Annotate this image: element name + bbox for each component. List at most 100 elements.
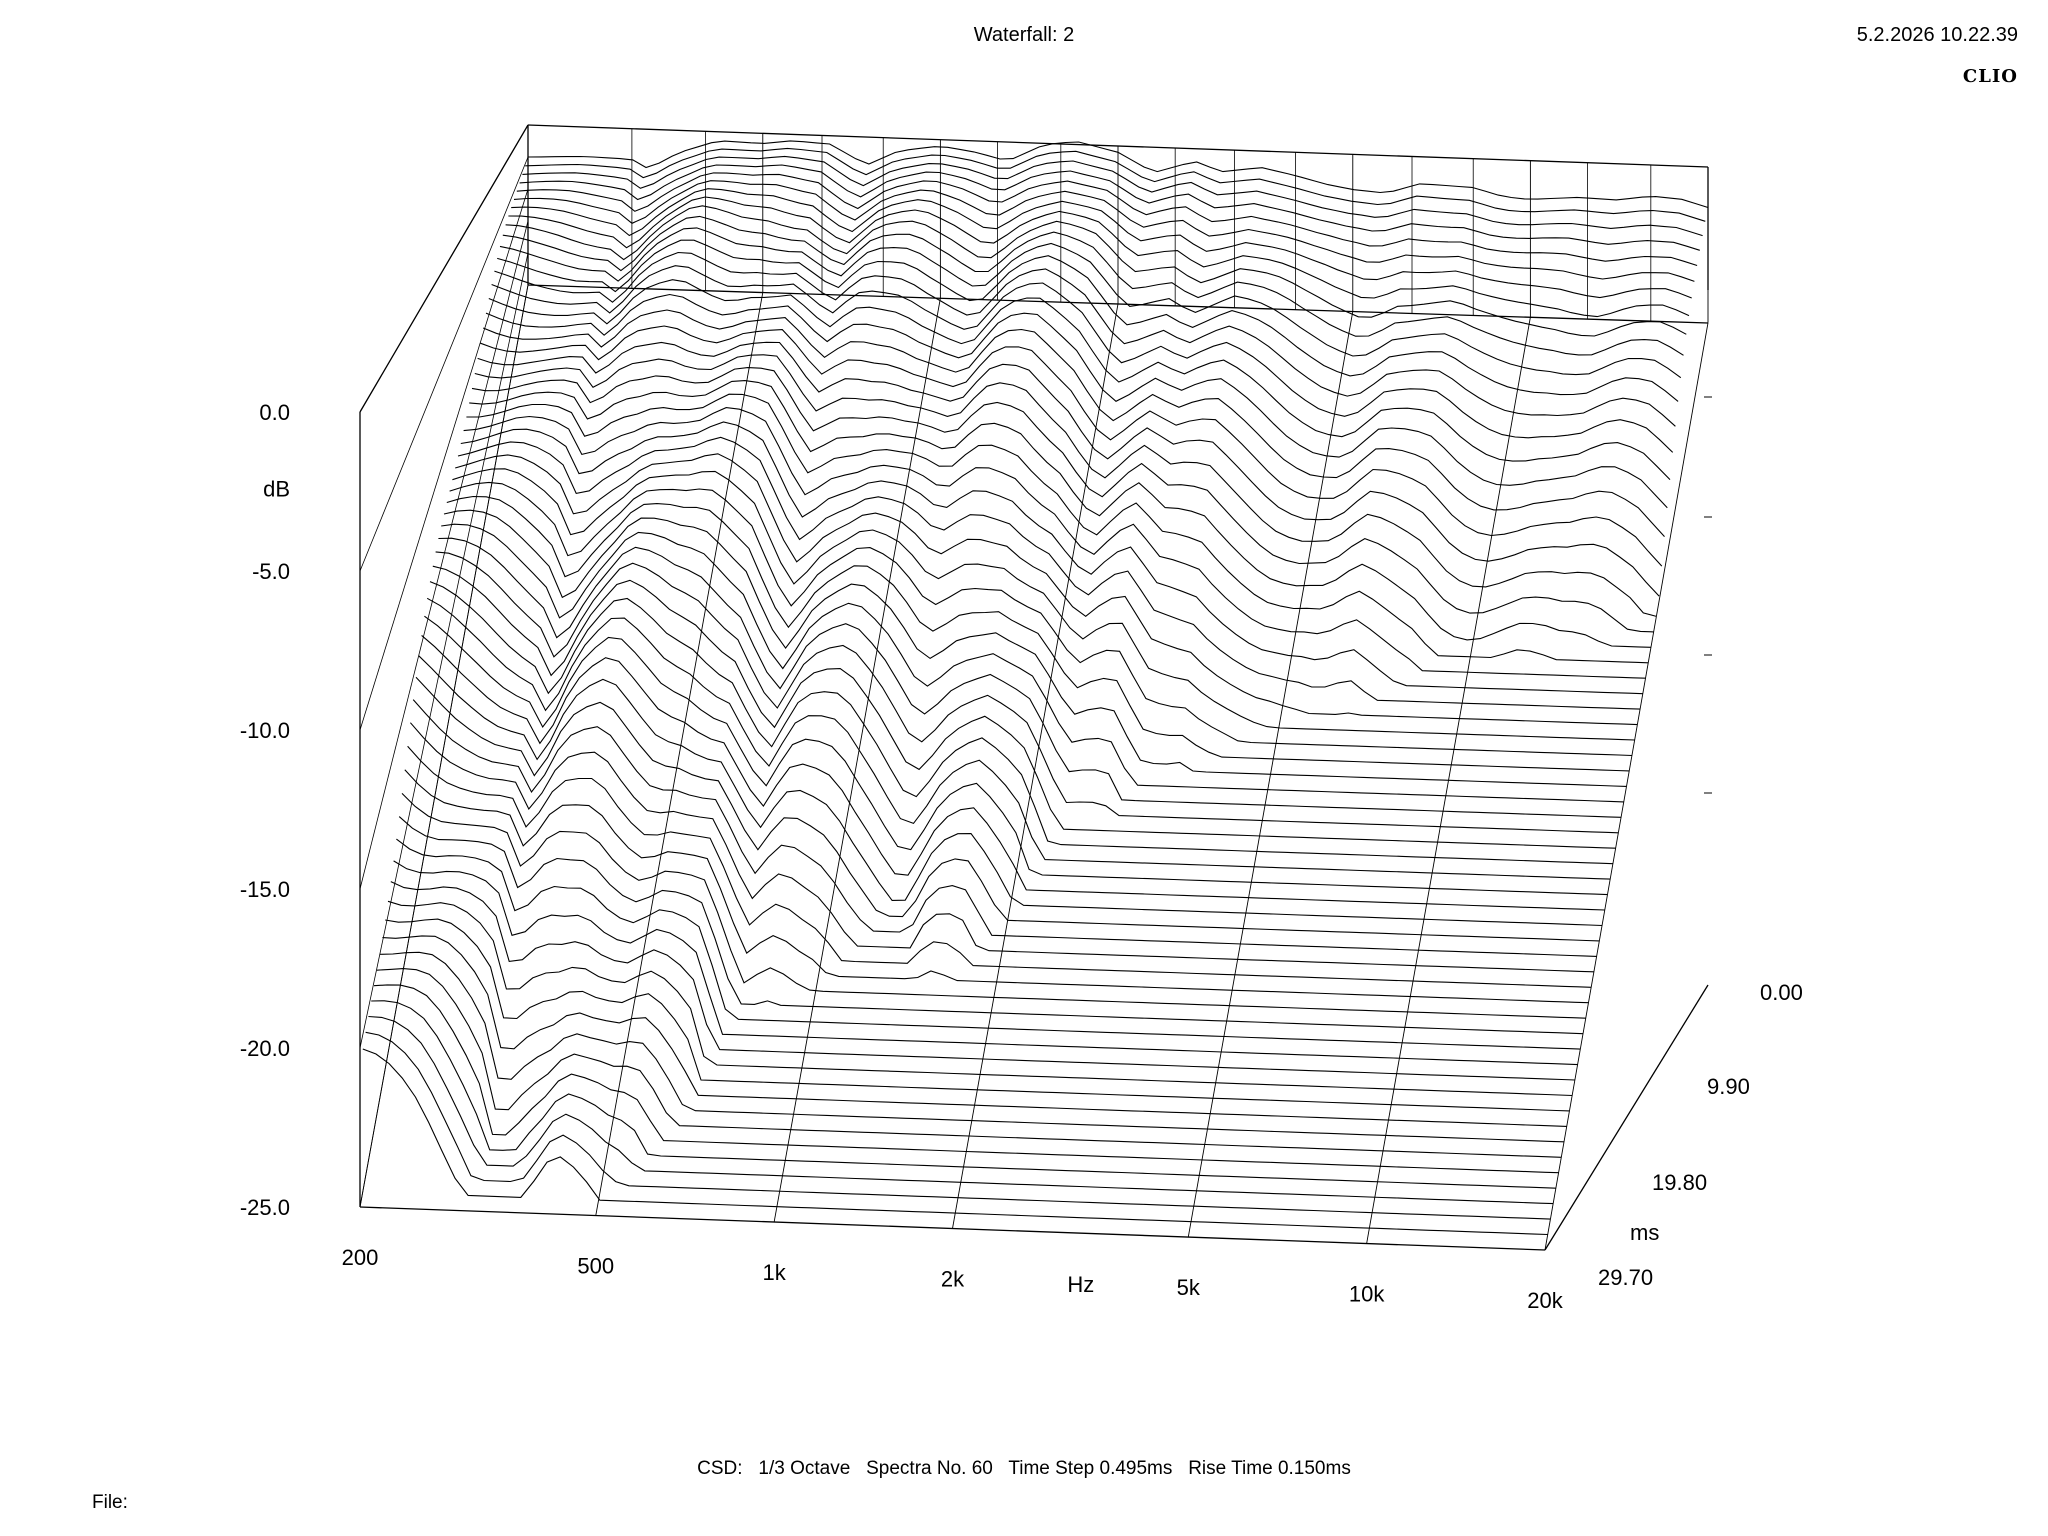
spectrum-slice	[485, 293, 1668, 509]
spectrum-slice	[396, 838, 1581, 1050]
x-tick-label: 20k	[1527, 1288, 1563, 1313]
brand-logo: CLIO	[1962, 66, 2018, 87]
frame-line	[527, 284, 1709, 324]
spectrum-slice	[488, 279, 1671, 480]
spectrum-slice	[418, 655, 1603, 927]
spectrum-slice	[457, 436, 1641, 710]
x-tick-label: 10k	[1349, 1282, 1385, 1307]
y-tick-label: -15.0	[240, 877, 290, 902]
spectrum-slice	[371, 1000, 1556, 1189]
page-title: Waterfall: 2	[973, 24, 1075, 46]
side-grid-line	[359, 220, 529, 890]
spectrum-slice	[401, 793, 1586, 1019]
spectrum-slice	[511, 188, 1692, 299]
spectrum-slice	[393, 860, 1578, 1066]
spectrum-slice	[429, 581, 1613, 865]
spectrum-slice	[365, 1031, 1551, 1220]
spectrum-slice	[516, 172, 1698, 267]
spectrum-slice	[421, 634, 1605, 911]
y-tick-label: 0.0	[259, 400, 290, 425]
x-tick-label: 2k	[941, 1267, 965, 1292]
file-label: File:	[92, 1492, 128, 1513]
spectrum-slice	[455, 453, 1638, 726]
spectrum-slice	[499, 227, 1682, 379]
spectrum-slice	[415, 676, 1600, 942]
axes-frame	[359, 124, 1712, 1251]
axis-labels: 0.0 -5.0 -10.0 -15.0 -20.0 -25.0 dB 200 500 1k 2k 5…	[240, 400, 1803, 1313]
side-grid-line	[359, 284, 529, 1208]
spectrum-slice	[491, 265, 1674, 453]
spectrum-slice	[379, 951, 1565, 1143]
z-axis-label: ms	[1630, 1220, 1659, 1245]
spectrum-slice	[519, 164, 1700, 251]
side-grid-line	[359, 252, 529, 1049]
spectrum-slice	[441, 523, 1624, 803]
spectrum-slice	[513, 180, 1695, 282]
frame-line	[527, 124, 1709, 168]
spectrum-slice	[477, 341, 1660, 597]
spectra-slices	[362, 140, 1709, 1236]
y-axis-label: dB	[263, 476, 290, 501]
spectrum-slice	[362, 1048, 1548, 1236]
x-tick-label: 200	[342, 1245, 379, 1270]
z-tick-label: 29.70	[1598, 1265, 1653, 1290]
spectrum-slice	[376, 968, 1562, 1158]
spectrum-slice	[505, 205, 1687, 337]
x-axis-label: Hz	[1067, 1272, 1094, 1297]
spectrum-slice	[446, 495, 1630, 772]
spectrum-slice	[502, 215, 1684, 356]
spectrum-slice	[426, 597, 1611, 880]
x-tick-label: 5k	[1177, 1275, 1201, 1300]
side-grid-line	[359, 156, 529, 572]
spectrum-slice	[387, 900, 1573, 1097]
spectrum-slice	[522, 155, 1703, 237]
y-tick-label: -5.0	[252, 559, 290, 584]
measurement-info: CSD: 1/3 Octave Spectra No. 60 Time Step…	[697, 1458, 1351, 1479]
spectrum-slice	[469, 380, 1652, 648]
x-tick-label: 500	[577, 1254, 614, 1279]
spectrum-slice	[435, 551, 1619, 834]
grid	[359, 124, 1709, 1251]
spectrum-slice	[474, 354, 1657, 617]
spectrum-slice	[527, 140, 1709, 209]
floor-grid-line	[595, 292, 764, 1216]
spectrum-slice	[471, 367, 1654, 633]
spectrum-slice	[482, 309, 1665, 537]
spectrum-slice	[373, 984, 1559, 1174]
frame-line	[1544, 984, 1709, 1251]
spectrum-slice	[466, 393, 1649, 664]
spectrum-slice	[438, 537, 1622, 818]
spectrum-slice	[398, 816, 1584, 1035]
x-tick-label: 1k	[763, 1260, 787, 1285]
spectrum-slice	[497, 239, 1679, 402]
spectrum-slice	[449, 481, 1632, 757]
spectrum-slice	[525, 147, 1706, 222]
spectrum-slice	[508, 196, 1690, 318]
spectrum-slice	[432, 565, 1616, 849]
spectrum-slice	[385, 918, 1570, 1112]
y-tick-label: -10.0	[240, 718, 290, 743]
spectrum-slice	[412, 699, 1597, 957]
frame-line	[359, 124, 529, 413]
spectrum-slice	[460, 421, 1643, 695]
z-tick-label: 9.90	[1707, 1074, 1750, 1099]
spectrum-slice	[390, 881, 1575, 1081]
spectrum-slice	[443, 509, 1627, 787]
timestamp: 5.2.2026 10.22.39	[1856, 24, 2018, 46]
z-tick-label: 19.80	[1652, 1170, 1707, 1195]
spectrum-slice	[404, 769, 1589, 1004]
y-tick-label: -20.0	[240, 1036, 290, 1061]
spectrum-slice	[407, 745, 1592, 988]
z-tick-label: 0.00	[1760, 980, 1803, 1005]
spectrum-slice	[463, 407, 1646, 679]
spectrum-slice	[452, 468, 1635, 741]
spectrum-slice	[382, 935, 1567, 1127]
spectrum-slice	[494, 251, 1676, 427]
spectrum-slice	[368, 1015, 1554, 1205]
spectrum-slice	[424, 615, 1608, 896]
spectrum-slice	[480, 325, 1663, 567]
y-tick-label: -25.0	[240, 1195, 290, 1220]
side-grid-line	[359, 188, 529, 731]
spectrum-slice	[409, 722, 1594, 973]
